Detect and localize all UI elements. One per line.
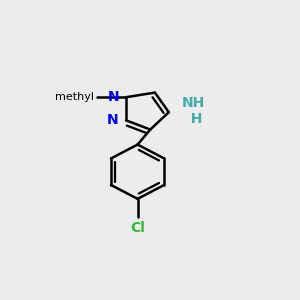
Text: Cl: Cl [130,221,145,235]
Text: N: N [107,90,119,104]
Text: NH
  H: NH H [182,96,205,126]
Text: methyl: methyl [55,92,94,102]
Text: N: N [106,113,118,127]
